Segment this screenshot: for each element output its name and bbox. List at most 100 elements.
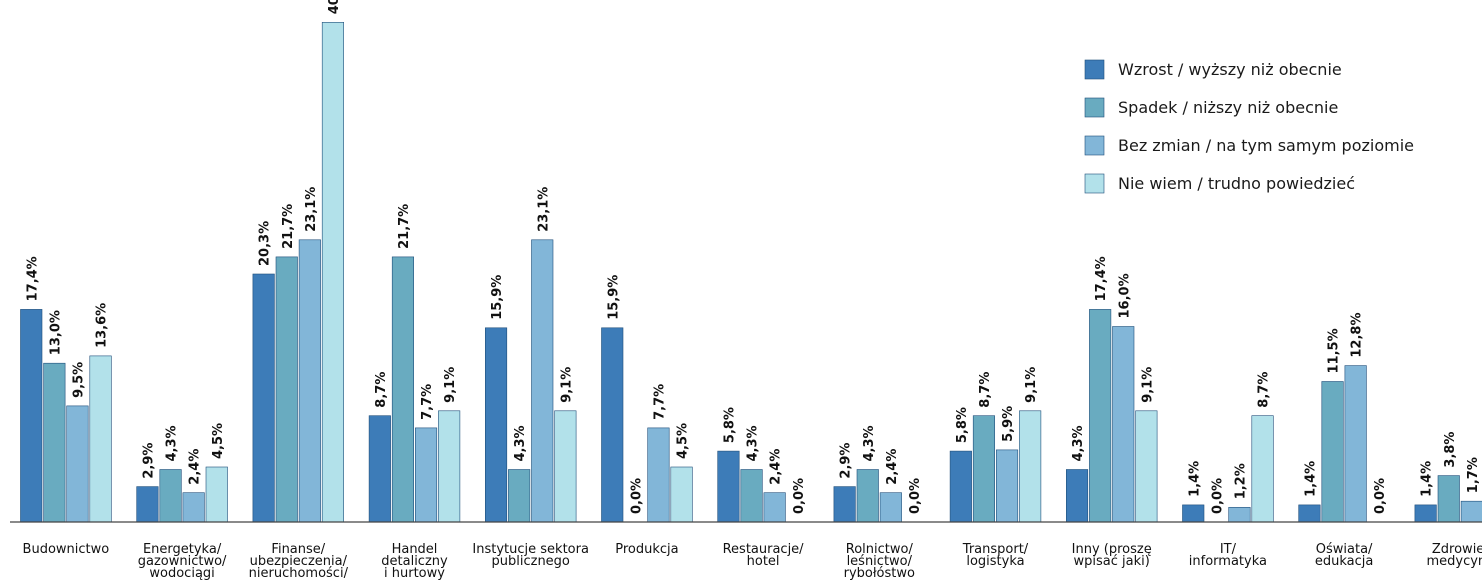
bar	[368, 415, 391, 523]
bar	[1135, 410, 1158, 523]
bar	[182, 492, 205, 523]
bar	[438, 410, 461, 523]
bar	[1437, 475, 1460, 523]
bar	[1298, 504, 1321, 523]
bar	[321, 21, 345, 523]
bar	[1182, 504, 1205, 523]
category-label: Inny (proszę wpisać jaki)	[1072, 542, 1152, 569]
value-label: 13,6%	[95, 303, 110, 348]
value-label: 0,0%	[1373, 478, 1388, 514]
value-label: 9,5%	[72, 362, 87, 398]
bar	[205, 466, 228, 523]
bar	[972, 415, 996, 523]
category-label: IT/informatyka	[1189, 542, 1267, 569]
bar	[717, 450, 740, 523]
value-label: 2,4%	[769, 449, 784, 485]
value-label: 5,8%	[955, 407, 970, 443]
value-label: 0,0%	[1210, 478, 1225, 514]
value-label: 1,4%	[1187, 461, 1202, 497]
value-label: 4,3%	[513, 425, 528, 461]
legend-swatch	[1084, 59, 1105, 80]
bar	[763, 492, 786, 523]
value-label: 4,5%	[676, 423, 691, 459]
value-label: 5,8%	[723, 407, 738, 443]
bar	[159, 469, 182, 523]
value-label: 9,1%	[1140, 367, 1155, 403]
legend-swatch	[1084, 135, 1105, 156]
bar	[136, 486, 159, 523]
value-label: 4,3%	[165, 425, 180, 461]
bar	[856, 469, 879, 523]
value-label: 20,3%	[258, 221, 273, 266]
bar	[391, 256, 415, 523]
bar	[1460, 500, 1482, 523]
value-label: 23,1%	[536, 187, 551, 232]
legend: Wzrost / wyższy niż obecnie Spadek / niżs…	[1084, 59, 1414, 194]
category-label: Instytucje sektora publicznego	[472, 542, 589, 569]
legend-label: Nie wiem / trudno powiedzieć	[1118, 174, 1355, 193]
value-label: 0,0%	[792, 478, 807, 514]
value-label: 1,4%	[1304, 461, 1319, 497]
bar	[554, 410, 577, 523]
bar	[484, 327, 508, 523]
bar	[531, 239, 554, 523]
bar	[995, 449, 1019, 523]
bar	[647, 427, 670, 523]
bar	[879, 492, 902, 523]
value-label: 16,0%	[1117, 273, 1132, 318]
value-label: 40,9%	[327, 0, 342, 14]
bar	[833, 486, 856, 523]
value-label: 0,0%	[908, 478, 923, 514]
value-label: 23,1%	[304, 187, 319, 232]
value-label: 9,1%	[559, 367, 574, 403]
bar	[1414, 504, 1437, 523]
legend-label: Spadek / niższy niż obecnie	[1118, 98, 1338, 117]
bar	[1089, 309, 1112, 523]
bar	[949, 450, 972, 523]
value-label: 4,3%	[862, 425, 877, 461]
value-label: 1,4%	[1420, 461, 1435, 497]
bar	[1344, 365, 1367, 523]
value-label: 3,8%	[1443, 432, 1458, 468]
category-label: Budownictwo	[23, 542, 110, 557]
category-label: Oświata/edukacja	[1315, 542, 1373, 569]
category-labels-layer: Budownictwo Energetyka/gazownictwo/wodoci…	[23, 542, 1482, 581]
bar	[670, 466, 693, 523]
category-label: Finanse/ubezpieczenia/nieruchomości/	[249, 542, 349, 581]
value-label: 7,7%	[420, 384, 435, 420]
value-label: 21,7%	[397, 204, 412, 249]
value-label: 4,5%	[211, 423, 226, 459]
bar	[20, 309, 43, 523]
value-label: 1,7%	[1466, 457, 1481, 493]
value-label: 0,0%	[629, 478, 644, 514]
value-label: 7,7%	[653, 384, 668, 420]
value-label: 12,8%	[1350, 312, 1365, 357]
value-label: 15,9%	[606, 275, 621, 320]
value-label: 17,4%	[25, 256, 40, 301]
bar	[89, 355, 112, 523]
value-label: 8,7%	[374, 372, 389, 408]
bar	[66, 405, 89, 523]
value-label: 5,9%	[1001, 406, 1016, 442]
value-label: 17,4%	[1094, 256, 1109, 301]
bar	[1251, 415, 1274, 523]
value-label: 8,7%	[1257, 372, 1272, 408]
category-label: Rolnictwo/leśnictwo/rybołóstwo	[844, 542, 915, 581]
bar	[43, 362, 66, 523]
category-label: Energetyka/gazownictwo/wodociągi	[138, 542, 227, 581]
bar	[1112, 326, 1135, 523]
bar	[252, 273, 275, 523]
category-label: Zdrowie/medycyna	[1426, 542, 1482, 569]
value-label: 13,0%	[48, 310, 63, 355]
value-labels-layer: 17,4% 13,0% 9,5% 13,6% 2,9% 4,3% 2,4% 4,5% 20,3%…	[25, 0, 1481, 514]
category-label: Transport/logistyka	[962, 542, 1029, 569]
value-label: 1,2%	[1234, 463, 1249, 499]
value-label: 9,1%	[443, 367, 458, 403]
value-label: 2,4%	[885, 449, 900, 485]
value-label: 2,4%	[188, 449, 203, 485]
category-label: Handel detaliczny i hurtowy	[381, 542, 448, 581]
bars-layer	[20, 21, 1482, 523]
value-label: 8,7%	[978, 372, 993, 408]
legend-label: Bez zmian / na tym samym poziomie	[1118, 136, 1414, 155]
